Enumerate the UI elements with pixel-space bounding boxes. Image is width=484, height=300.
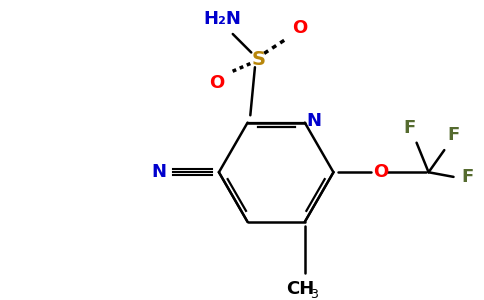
Text: F: F [461,168,473,186]
Text: 3: 3 [310,288,318,300]
Text: F: F [403,119,415,137]
Text: N: N [151,163,166,181]
Text: S: S [252,50,266,69]
Text: F: F [447,126,460,144]
Text: CH: CH [286,280,314,298]
Text: H₂N: H₂N [204,10,242,28]
Text: O: O [292,19,308,37]
Text: N: N [306,112,321,130]
Text: O: O [210,74,225,92]
Text: O: O [373,163,388,181]
